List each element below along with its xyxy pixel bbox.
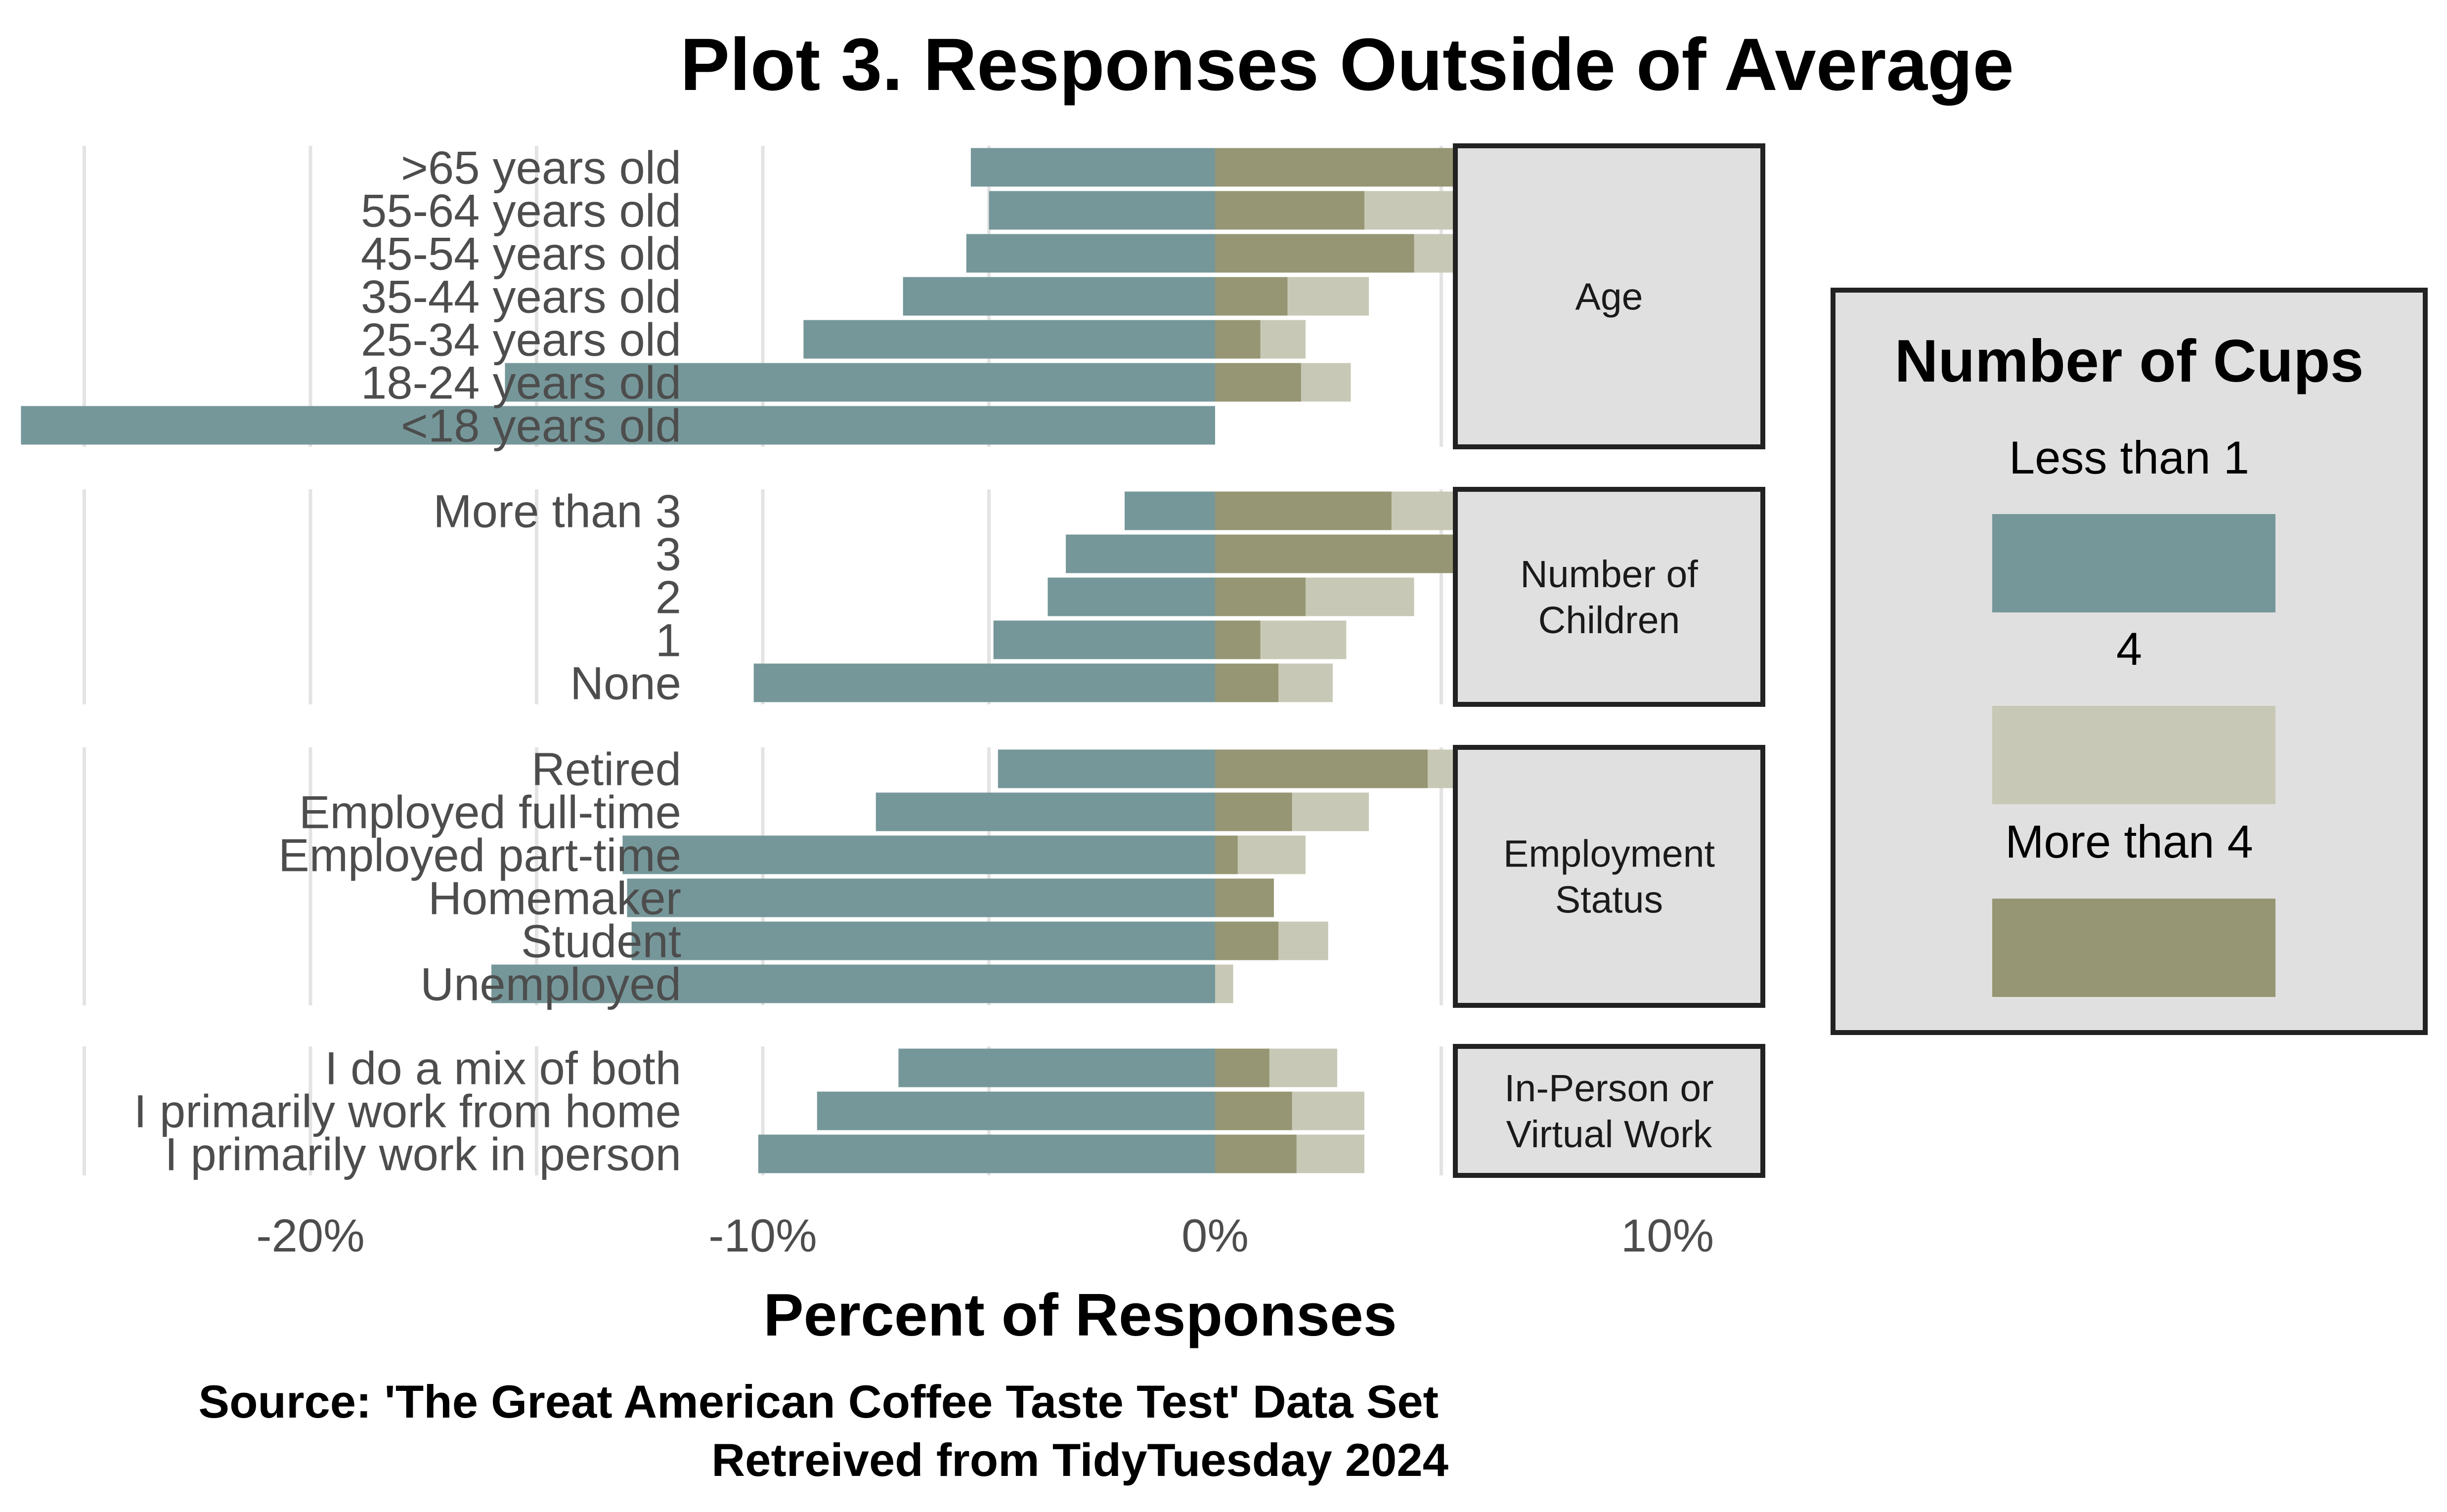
category-label: 1 xyxy=(655,614,681,666)
bar-more-than-4-cups xyxy=(1215,749,1428,788)
x-tick-label: -10% xyxy=(708,1210,817,1261)
bar-more-than-4-cups xyxy=(1215,277,1288,316)
bar-less-than-1-cup xyxy=(903,277,1215,316)
bar-more-than-4-cups xyxy=(1215,234,1414,273)
facet-strip-label: Age xyxy=(1575,276,1643,318)
x-axis-title: Percent of Responses xyxy=(763,1281,1397,1348)
legend-title: Number of Cups xyxy=(1895,327,2364,394)
legend-key xyxy=(1992,899,2275,997)
x-tick-label: 10% xyxy=(1621,1210,1714,1261)
x-axis-ticks: -20% -10% 0% 10% xyxy=(256,1210,1714,1261)
bar-more-than-4-cups xyxy=(1215,663,1279,702)
facet-strip-label: Status xyxy=(1555,879,1663,921)
bar-less-than-1-cup xyxy=(970,148,1215,187)
bar-less-than-1-cup xyxy=(622,835,1215,874)
category-label: 18-24 years old xyxy=(361,357,681,409)
bar-less-than-1-cup xyxy=(1066,534,1215,573)
gridlines xyxy=(83,146,1669,1175)
chart-title: Plot 3. Responses Outside of Average xyxy=(680,23,2014,106)
bar-more-than-4-cups xyxy=(1215,878,1274,917)
legend-key xyxy=(1992,706,2275,804)
category-label: I primarily work in person xyxy=(165,1128,681,1180)
bar-more-than-4-cups xyxy=(1215,320,1261,359)
bar-more-than-4-cups xyxy=(1215,363,1301,402)
x-tick-label: 0% xyxy=(1181,1210,1249,1261)
category-label: Retired xyxy=(531,743,681,795)
bar-less-than-1-cup xyxy=(753,663,1215,702)
facet-strip-label: Number of xyxy=(1520,553,1698,596)
category-label: 3 xyxy=(655,528,681,580)
facet-strip-box xyxy=(1453,487,1765,707)
bar-more-than-4-cups xyxy=(1215,835,1238,874)
facet-strip-box xyxy=(1453,1044,1765,1178)
legend-key xyxy=(1992,514,2275,612)
category-label: <18 years old xyxy=(401,400,681,452)
legend-label: More than 4 xyxy=(2005,816,2253,867)
bar-less-than-1-cup xyxy=(1048,577,1215,616)
bar-less-than-1-cup xyxy=(505,363,1216,402)
bar-less-than-1-cup xyxy=(817,1091,1215,1130)
legend: Number of Cups Less than 1 4 More than 4 xyxy=(1831,288,2428,1035)
bar-less-than-1-cup xyxy=(627,878,1215,917)
bar-less-than-1-cup xyxy=(966,234,1215,273)
bar-less-than-1-cup xyxy=(631,921,1215,960)
bar-less-than-1-cup xyxy=(989,191,1215,230)
bar-less-than-1-cup xyxy=(758,1134,1215,1173)
facet-strip-box xyxy=(1453,745,1765,1008)
category-label: Student xyxy=(521,915,681,967)
bar-more-than-4-cups xyxy=(1215,191,1364,230)
bar-less-than-1-cup xyxy=(803,320,1215,359)
category-label: I primarily work from home xyxy=(134,1085,681,1137)
bar-more-than-4-cups xyxy=(1215,1091,1292,1130)
bar-4-cups xyxy=(1215,964,1233,1003)
category-label: More than 3 xyxy=(433,485,681,537)
category-label: 55-64 years old xyxy=(361,185,681,237)
bar-more-than-4-cups xyxy=(1215,1134,1297,1173)
bar-less-than-1-cup xyxy=(993,620,1215,659)
category-label: Unemployed xyxy=(420,958,681,1010)
bar-less-than-1-cup xyxy=(491,964,1215,1003)
facet-strip-label: Children xyxy=(1538,599,1680,642)
category-label: None xyxy=(570,657,681,709)
category-label: Employed full-time xyxy=(299,786,681,838)
bar-more-than-4-cups xyxy=(1215,577,1306,616)
caption-source: Source: 'The Great American Coffee Taste… xyxy=(198,1376,1439,1427)
category-label: >65 years old xyxy=(401,142,681,194)
category-label: 25-34 years old xyxy=(361,314,681,366)
bar-less-than-1-cup xyxy=(898,1048,1215,1087)
bar-less-than-1-cup xyxy=(21,406,1216,445)
facet-strip-label: Employment xyxy=(1503,833,1715,875)
facet-strip-label: Virtual Work xyxy=(1506,1113,1712,1156)
category-label: Employed part-time xyxy=(278,829,681,881)
facet-strip-label: In-Person or xyxy=(1504,1067,1714,1110)
legend-label: 4 xyxy=(2116,623,2142,675)
bars xyxy=(21,148,1726,1173)
bar-less-than-1-cup xyxy=(875,792,1215,831)
category-label: 2 xyxy=(655,571,681,623)
caption-retrieved: Retreived from TidyTuesday 2024 xyxy=(711,1434,1448,1486)
bar-more-than-4-cups xyxy=(1215,921,1279,960)
category-label: 35-44 years old xyxy=(361,271,681,323)
category-label: Homemaker xyxy=(428,872,681,924)
x-tick-label: -20% xyxy=(256,1210,364,1261)
category-label: I do a mix of both xyxy=(325,1042,681,1094)
bar-more-than-4-cups xyxy=(1215,620,1261,659)
bar-more-than-4-cups xyxy=(1215,491,1392,530)
legend-label: Less than 1 xyxy=(2009,432,2249,483)
facet-strip-box xyxy=(1453,143,1765,449)
category-label: 45-54 years old xyxy=(361,228,681,280)
bar-more-than-4-cups xyxy=(1215,534,1464,573)
bar-more-than-4-cups xyxy=(1215,792,1292,831)
bar-less-than-1-cup xyxy=(1125,491,1215,530)
bar-less-than-1-cup xyxy=(998,749,1215,788)
bar-more-than-4-cups xyxy=(1215,1048,1269,1087)
